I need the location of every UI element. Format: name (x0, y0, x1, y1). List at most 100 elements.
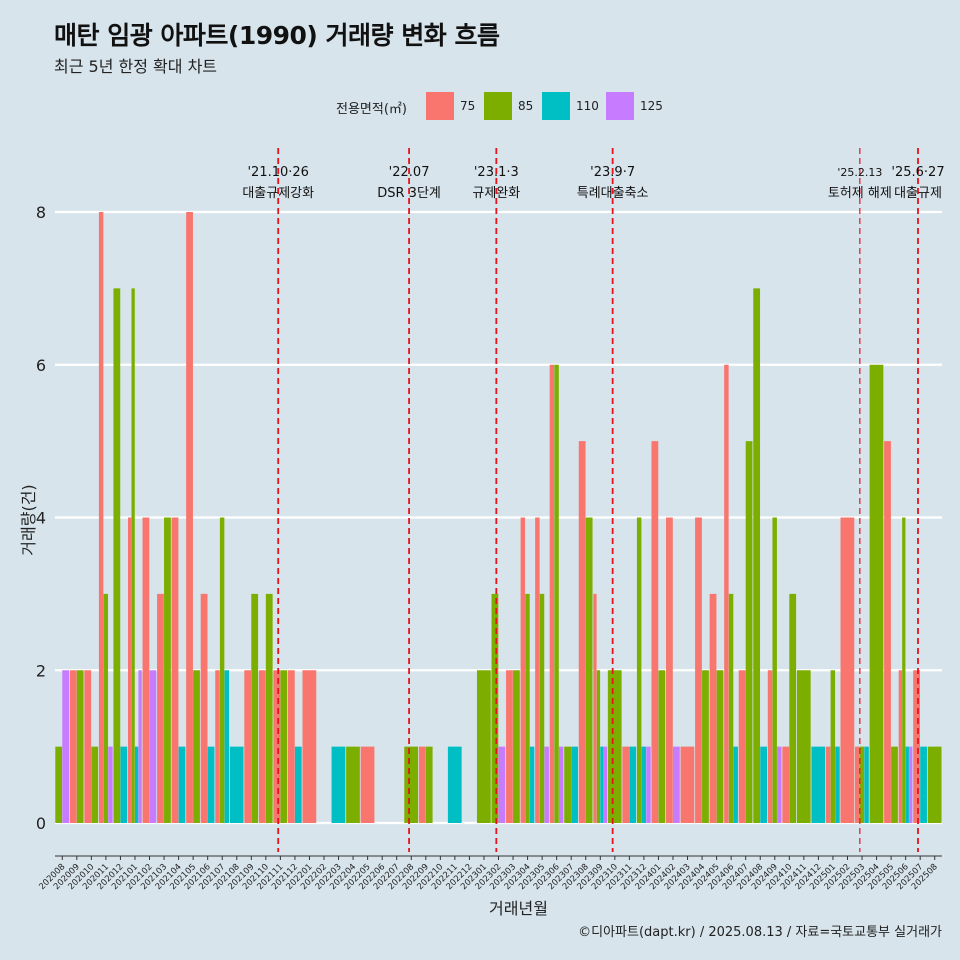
bar-202101-125 (138, 670, 142, 823)
bar-202306-85 (554, 364, 559, 823)
bar-202107-85 (219, 517, 225, 823)
bar-202303-85 (513, 670, 520, 823)
bar-202302-85 (491, 593, 499, 823)
bar-202401-75 (651, 441, 659, 823)
bar-202501-75 (825, 746, 831, 823)
bar-202506-85 (902, 517, 906, 823)
bar-202309-125 (603, 746, 608, 823)
bar-202111-85 (280, 670, 288, 823)
bar-202112-110 (294, 746, 302, 823)
bar-202008-85 (55, 746, 63, 823)
event-label: 특례대출축소 (577, 186, 649, 201)
bar-202209-85 (425, 746, 433, 823)
legend-swatch (606, 92, 634, 120)
bar-202201-75 (302, 670, 317, 823)
bar-202009-85 (76, 670, 84, 823)
bar-202305-85 (539, 593, 545, 823)
event-label: 대출규제강화 (242, 186, 314, 201)
bar-202311-110 (629, 746, 637, 823)
bar-202109-85 (251, 593, 259, 823)
legend-label: 75 (460, 99, 476, 113)
bar-202106-75 (200, 593, 208, 823)
bar-202501-110 (835, 746, 840, 823)
bar-202303-75 (506, 670, 513, 823)
bar-202403-75 (680, 746, 695, 823)
y-tick-label: 8 (36, 203, 46, 222)
bar-202309-85 (596, 670, 601, 823)
bar-202110-85 (265, 593, 273, 823)
bar-202506-110 (905, 746, 909, 823)
bar-202405-75 (709, 593, 717, 823)
bar-202406-110 (733, 746, 738, 823)
bar-202010-85 (91, 746, 99, 823)
bar-202306-125 (558, 746, 564, 823)
bar-202401-85 (658, 670, 666, 823)
bar-202211-110 (447, 746, 462, 823)
bar-202011-125 (108, 746, 113, 823)
bar-202504-85 (869, 364, 884, 823)
bar-202104-110 (178, 746, 186, 823)
legend-swatch (426, 92, 454, 120)
bar-202405-85 (716, 670, 724, 823)
event-label: DSR 3단계 (377, 186, 441, 201)
bar-202410-75 (782, 746, 790, 823)
bar-202311-75 (622, 746, 630, 823)
y-tick-label: 6 (36, 356, 46, 375)
bar-202101-75 (127, 517, 132, 823)
bar-202204-85 (346, 746, 360, 823)
bar-202408-85 (753, 288, 761, 823)
bar-202506-75 (898, 670, 902, 823)
bar-202104-75 (171, 517, 179, 823)
bar-202208-85 (404, 746, 419, 823)
bar-202404-85 (702, 670, 709, 823)
bar-202402-125 (672, 746, 680, 823)
bar-202503-110 (864, 746, 869, 823)
bar-202108-110 (229, 746, 244, 823)
bar-202302-125 (498, 746, 506, 823)
bar-202101-85 (131, 288, 135, 823)
bar-202307-110 (571, 746, 578, 823)
legend-swatch (484, 92, 512, 120)
event-date: '21.10·26 (247, 165, 308, 180)
event-date: '25.6·27 (891, 165, 944, 180)
bar-202301-85 (476, 670, 491, 823)
event-label: 규제완화 (472, 186, 520, 201)
bar-202410-85 (789, 593, 797, 823)
event-date: '22.07 (389, 165, 430, 180)
bar-202503-75 (855, 746, 860, 823)
bar-202404-75 (695, 517, 702, 823)
bar-202503-85 (859, 746, 865, 823)
bar-202407-85 (745, 441, 753, 823)
bar-202011-75 (98, 212, 104, 823)
bar-202408-110 (760, 746, 768, 823)
bar-202508-85 (927, 746, 942, 823)
chart-subtitle: 최근 5년 한정 확대 차트 (54, 57, 218, 76)
chart-caption: ©디아파트(dapt.kr) / 2025.08.13 / 자료=국토교통부 실… (578, 925, 942, 940)
bar-202107-75 (215, 670, 220, 823)
legend-title: 전용면적(㎡) (336, 102, 407, 117)
bar-202409-85 (772, 517, 777, 823)
bar-202010-75 (84, 670, 92, 823)
event-label: 토허제 해제 (828, 186, 892, 201)
bar-202110-75 (258, 670, 266, 823)
bar-202203-110 (331, 746, 346, 823)
legend-label: 110 (576, 99, 599, 113)
x-axis-label: 거래년월 (489, 899, 548, 918)
bar-202308-85 (585, 517, 593, 823)
y-tick-label: 0 (36, 814, 46, 833)
bar-202308-75 (578, 441, 586, 823)
bar-202309-110 (600, 746, 604, 823)
bar-202507-110 (920, 746, 927, 823)
bar-202105-75 (186, 212, 193, 823)
event-date: '25.2.13 (837, 166, 882, 179)
bar-202009-75 (69, 670, 77, 823)
bar-202505-75 (884, 441, 891, 823)
bar-202205-75 (360, 746, 375, 823)
bar-202012-110 (120, 746, 128, 823)
bar-202409-125 (777, 746, 782, 823)
event-annotations: '21.10·26 대출규제강화 '22.07 DSR 3단계 '23.1·3 규제완화 '… (242, 148, 945, 852)
bar-202310-85 (607, 670, 622, 823)
bar-202507-75 (913, 670, 920, 823)
